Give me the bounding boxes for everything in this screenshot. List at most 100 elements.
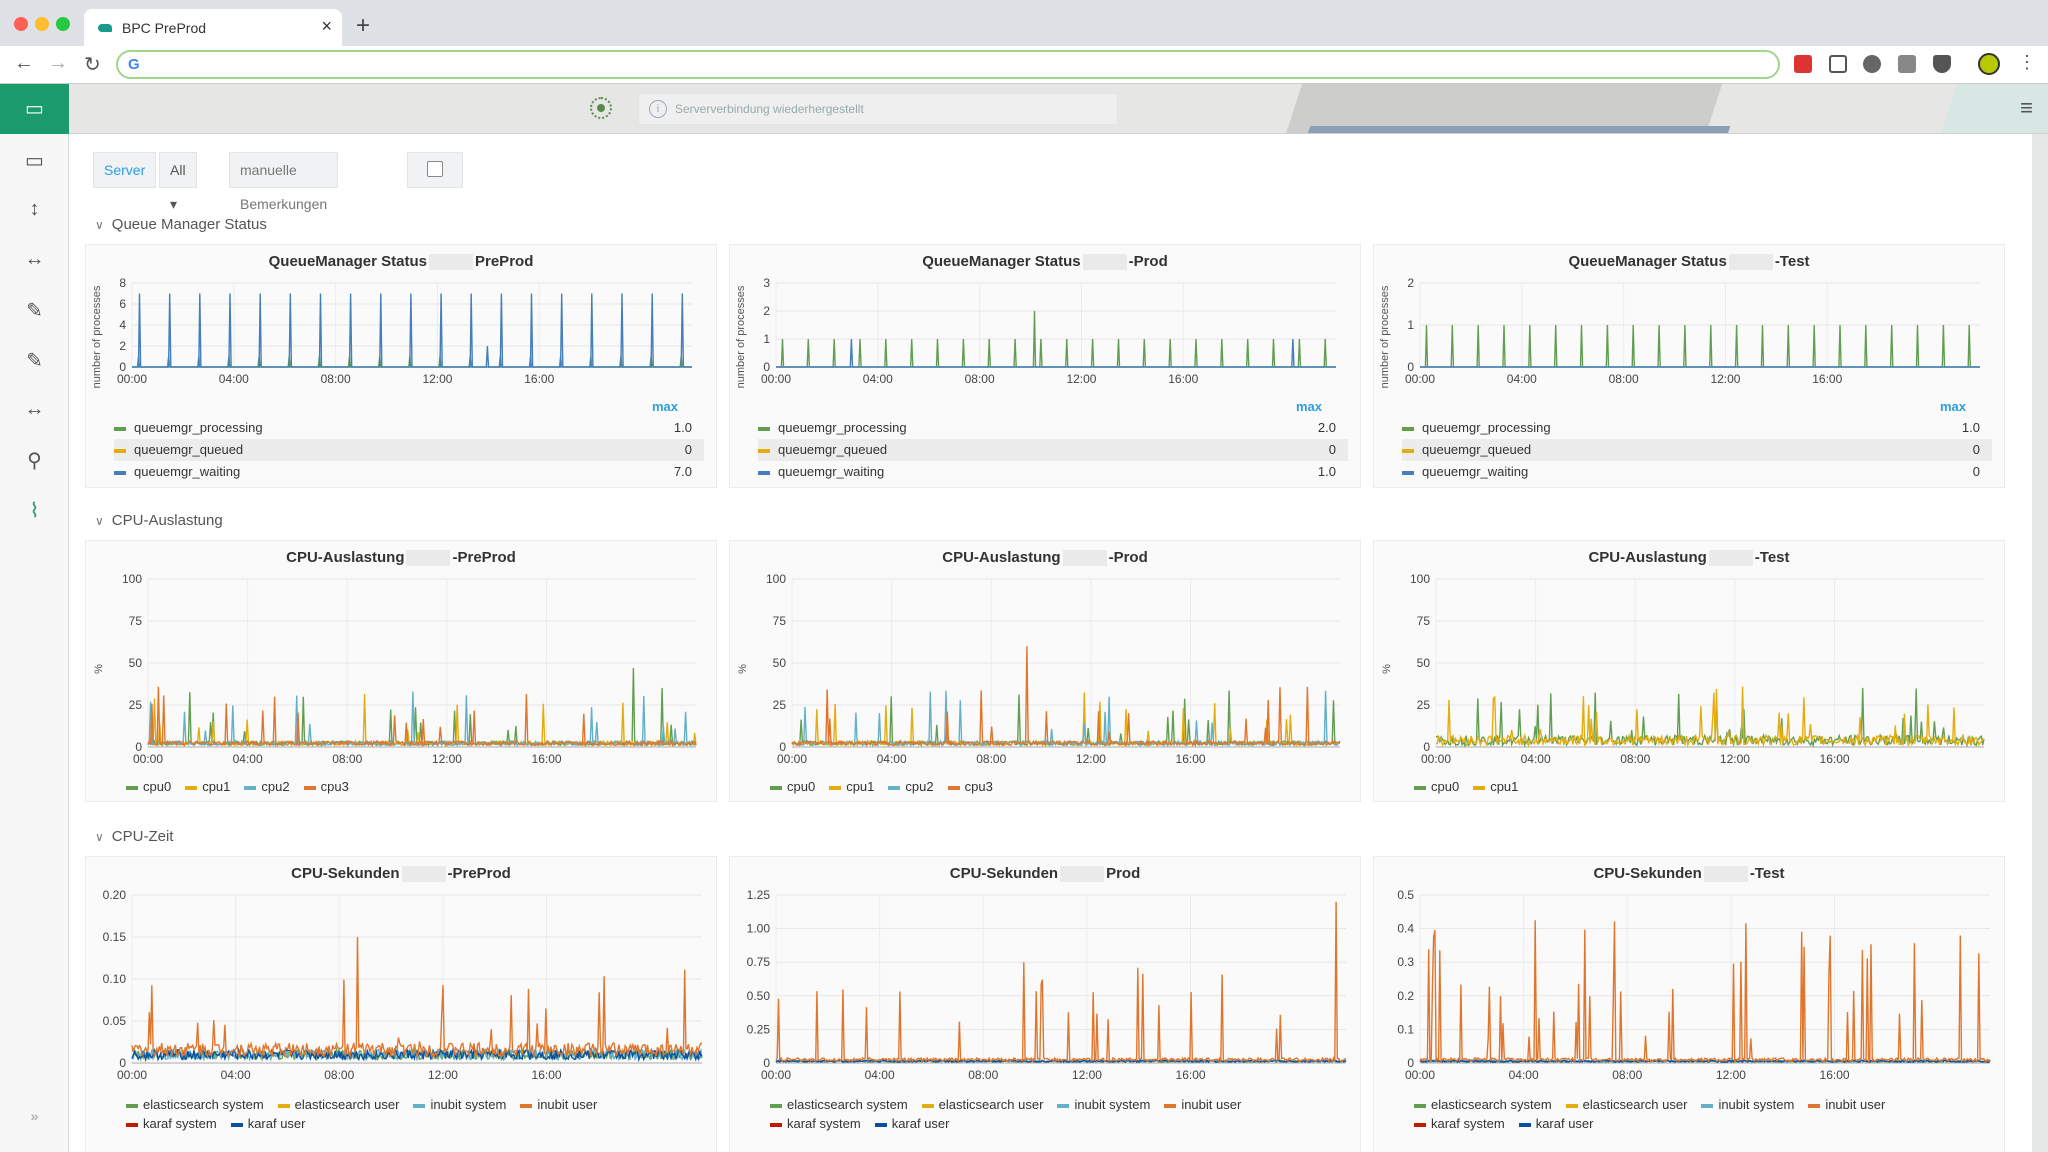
legend-max-header[interactable]: max (1939, 399, 1966, 414)
expand-sidebar-icon[interactable]: » (30, 1108, 39, 1124)
pencil-icon[interactable]: ✎ (26, 300, 43, 322)
section-cpu-usage[interactable]: ∨ CPU-Auslastung (95, 512, 223, 529)
legend-item[interactable]: queuemgr_waiting 0 (1402, 461, 1992, 483)
close-tab-icon[interactable]: × (321, 16, 332, 36)
legend-item[interactable]: queuemgr_queued 0 (758, 439, 1348, 461)
panel-title-text: QueueManager Status (268, 253, 427, 270)
new-tab-button[interactable]: + (356, 12, 371, 39)
user-icon[interactable]: ⚲ (27, 450, 42, 472)
reload-icon[interactable]: ↻ (84, 54, 101, 76)
legend-item[interactable]: queuemgr_waiting 7.0 (114, 461, 704, 483)
panel-title[interactable]: CPU-Auslastung -Prod (730, 549, 1360, 567)
legend-item[interactable]: queuemgr_processing 2.0 (758, 417, 1348, 439)
shield-icon[interactable] (1933, 55, 1951, 73)
legend-item[interactable]: elasticsearch system (1414, 1095, 1552, 1114)
legend-item[interactable]: inubit system (1701, 1095, 1794, 1114)
screenshot-icon[interactable] (1829, 55, 1847, 73)
maximize-window-icon[interactable] (56, 17, 70, 31)
legend-item[interactable]: queuemgr_processing 1.0 (1402, 417, 1992, 439)
legend-item[interactable]: elasticsearch user (277, 1095, 399, 1114)
forward-icon[interactable]: → (48, 52, 68, 74)
pencil-icon[interactable]: ✎ (26, 350, 43, 372)
legend-item[interactable]: cpu1 (185, 779, 230, 794)
x-tick-label: 12:00 (1720, 752, 1750, 766)
legend-item[interactable]: karaf system (126, 1114, 217, 1133)
panel-title[interactable]: QueueManager Status -Prod (730, 253, 1360, 271)
panel-title[interactable]: CPU-Sekunden Prod (730, 865, 1360, 883)
queue-status-panel[interactable]: QueueManager Status PreProd number of proc… (85, 244, 717, 488)
legend-item[interactable]: queuemgr_queued 0 (1402, 439, 1992, 461)
legend-item[interactable]: cpu1 (829, 779, 874, 794)
profile-avatar[interactable] (1978, 53, 2000, 75)
legend-item[interactable]: cpu0 (126, 779, 171, 794)
legend-item[interactable]: elasticsearch user (921, 1095, 1043, 1114)
cpu-usage-panel[interactable]: CPU-Auslastung -PreProd% 0 25 50 75 100 00:00 04… (85, 540, 717, 802)
cpu-time-panel[interactable]: CPU-Sekunden -PreProd 0 0.05 0.10 0.15 0.20 00:… (85, 856, 717, 1152)
panel-title-suffix: -Prod (1108, 549, 1148, 566)
panel-title[interactable]: CPU-Sekunden -PreProd (86, 865, 716, 883)
panel-title[interactable]: QueueManager Status PreProd (86, 253, 716, 271)
legend-item[interactable]: queuemgr_processing 1.0 (114, 417, 704, 439)
browser-tab[interactable]: BPC PreProd × (84, 9, 342, 47)
horizontal-arrows-icon[interactable]: ↔ (24, 248, 45, 270)
back-icon[interactable]: ← (14, 52, 34, 74)
legend-item[interactable]: elasticsearch system (126, 1095, 264, 1114)
legend-item[interactable]: cpu0 (1414, 779, 1459, 794)
legend-item[interactable]: cpu2 (888, 779, 934, 794)
legend-item[interactable]: cpu3 (303, 779, 349, 794)
legend-item[interactable]: cpu0 (770, 779, 815, 794)
extension-badge-icon[interactable] (1794, 55, 1812, 73)
queue-status-panel[interactable]: QueueManager Status -Test number of proces… (1373, 244, 2005, 488)
legend-item[interactable]: cpu3 (947, 779, 993, 794)
legend-item[interactable]: inubit system (413, 1095, 506, 1114)
server-select[interactable]: All ▾ (159, 152, 197, 212)
browser-menu-icon[interactable]: ⋮ (2018, 52, 2036, 72)
panel-title[interactable]: CPU-Auslastung -Test (1374, 549, 2004, 567)
sidebar-item-active[interactable]: ▭ (0, 84, 69, 134)
legend-item[interactable]: karaf user (874, 1114, 950, 1133)
y-tick-label: 0 (135, 740, 142, 754)
section-cpu-time[interactable]: ∨ CPU-Zeit (95, 828, 174, 845)
legend-item[interactable]: cpu2 (244, 779, 290, 794)
legend-item[interactable]: karaf user (1518, 1114, 1594, 1133)
legend-item[interactable]: inubit user (520, 1095, 597, 1114)
panel-title[interactable]: QueueManager Status -Test (1374, 253, 2004, 271)
legend-item[interactable]: cpu1 (1473, 779, 1518, 794)
legend-swatch (874, 1122, 887, 1127)
cpu-time-panel[interactable]: CPU-Sekunden -Test 0 0.1 0.2 0.3 0.4 0.5 00:00 04… (1373, 856, 2005, 1152)
cpu-usage-panel[interactable]: CPU-Auslastung -Prod% 0 25 50 75 100 00:00 04:00… (729, 540, 1361, 802)
horizontal-arrows-icon[interactable]: ↔ (24, 398, 45, 420)
chart-icon[interactable]: ⌇ (29, 500, 40, 522)
panel-title[interactable]: CPU-Sekunden -Test (1374, 865, 2004, 883)
extension-list-icon[interactable] (1898, 55, 1916, 73)
minimize-window-icon[interactable] (35, 17, 49, 31)
monitor-icon[interactable]: ▭ (25, 150, 44, 172)
x-tick-label: 04:00 (877, 752, 907, 766)
legend-max-header[interactable]: max (651, 399, 678, 414)
legend-item[interactable]: elasticsearch user (1565, 1095, 1687, 1114)
remarks-toggle[interactable] (407, 152, 463, 188)
legend-item[interactable]: karaf system (1414, 1114, 1505, 1133)
legend-name: cpu0 (787, 779, 816, 794)
section-queue-manager[interactable]: ∨ Queue Manager Status (95, 216, 267, 233)
legend-item[interactable]: inubit user (1808, 1095, 1885, 1114)
menu-icon[interactable]: ≡ (2020, 95, 2033, 120)
cpu-usage-panel[interactable]: CPU-Auslastung -Test% 0 25 50 75 100 00:00 04:00… (1373, 540, 2005, 802)
vertical-arrows-icon[interactable]: ↕ (29, 198, 40, 220)
checkbox[interactable] (427, 161, 443, 177)
legend-item[interactable]: karaf user (230, 1114, 306, 1133)
queue-status-panel[interactable]: QueueManager Status -Prod number of proces… (729, 244, 1361, 488)
close-window-icon[interactable] (14, 17, 28, 31)
address-bar[interactable]: G (116, 50, 1780, 79)
cpu-time-panel[interactable]: CPU-Sekunden Prod 0 0.25 0.50 0.75 1.00 1.25 00:… (729, 856, 1361, 1152)
panel-title[interactable]: CPU-Auslastung -PreProd (86, 549, 716, 567)
legend-item[interactable]: inubit system (1057, 1095, 1150, 1114)
extension-circle-icon[interactable] (1863, 55, 1881, 73)
legend-item[interactable]: elasticsearch system (770, 1095, 908, 1114)
legend-item[interactable]: karaf system (770, 1114, 861, 1133)
legend-item[interactable]: queuemgr_waiting 1.0 (758, 461, 1348, 483)
legend-item[interactable]: queuemgr_queued 0 (114, 439, 704, 461)
legend-item[interactable]: inubit user (1164, 1095, 1241, 1114)
scrollbar[interactable] (2032, 134, 2048, 1152)
legend-max-header[interactable]: max (1295, 399, 1322, 414)
